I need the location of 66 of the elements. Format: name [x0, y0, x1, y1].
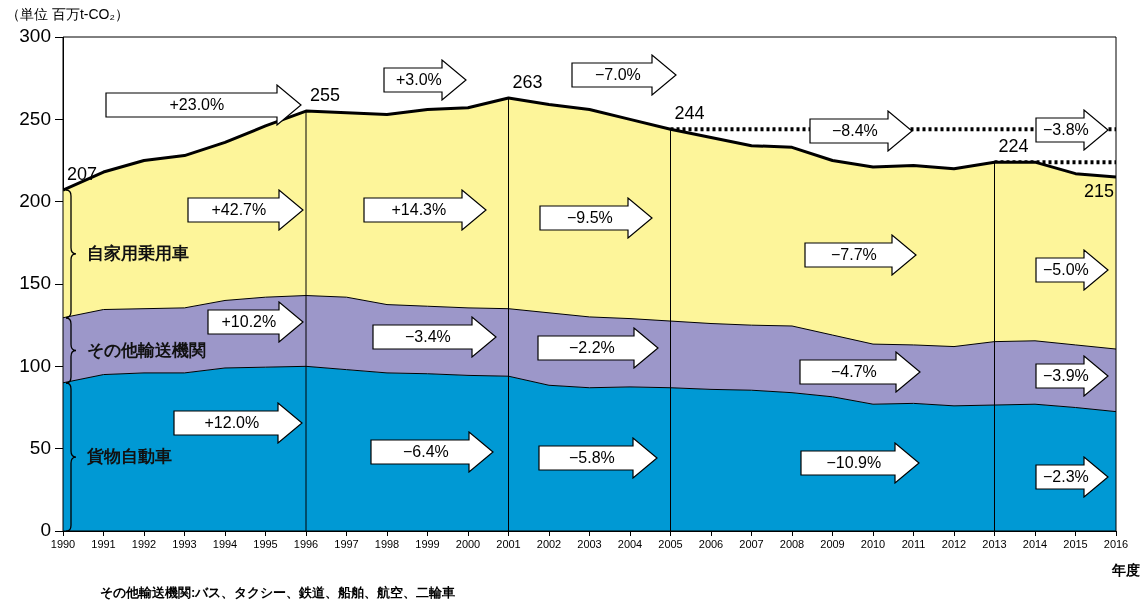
x-tick-label: 2008: [779, 537, 805, 550]
y-tick-label: 0: [40, 519, 51, 541]
total-label: 255: [310, 85, 341, 106]
y-tick-label: 300: [19, 25, 51, 47]
annotation: −10.9%: [826, 454, 882, 472]
annotation: +23.0%: [169, 96, 225, 114]
x-tick-label: 1991: [91, 537, 116, 550]
x-tick-label: 1998: [374, 537, 400, 550]
x-tick-label: 2015: [1063, 537, 1088, 550]
y-tick-label: 200: [19, 189, 51, 211]
y-tick-label: 50: [29, 436, 51, 458]
x-tick-label: 2003: [577, 537, 602, 550]
total-label: 224: [998, 136, 1029, 157]
x-tick-label: 1992: [131, 537, 157, 550]
total-label: 207: [67, 164, 98, 185]
annotation: −2.2%: [569, 339, 615, 357]
annotation: −5.8%: [569, 449, 615, 467]
annotation: +42.7%: [211, 201, 267, 219]
annotation: −7.0%: [595, 66, 641, 84]
annotation: −6.4%: [403, 443, 449, 461]
x-tick-label: 1997: [334, 537, 359, 550]
y-axis-title: （単位 百万t-CO₂）: [6, 6, 129, 24]
y-tick-label: 100: [19, 354, 51, 376]
annotation: −5.0%: [1043, 261, 1089, 279]
annotation: −3.9%: [1043, 367, 1089, 385]
x-tick-label: 1996: [293, 537, 319, 550]
x-tick-label: 2010: [860, 537, 886, 550]
annotation: +3.0%: [396, 71, 442, 89]
total-label: 263: [512, 71, 543, 92]
x-tick-label: 2007: [739, 537, 764, 550]
x-tick-label: 1990: [50, 537, 76, 550]
annotation: −2.3%: [1043, 468, 1089, 486]
x-tick-label: 2014: [1022, 537, 1048, 550]
x-axis-title: 年度: [1112, 562, 1140, 580]
annotation: −8.4%: [832, 122, 878, 140]
x-tick-label: 1994: [212, 537, 238, 550]
annotation: −9.5%: [567, 209, 613, 227]
x-tick-label: 2000: [455, 537, 481, 550]
x-tick-label: 1999: [415, 537, 440, 550]
x-tick-label: 2001: [496, 537, 521, 550]
x-tick-label: 2011: [901, 537, 926, 550]
y-tick-label: 250: [19, 107, 51, 129]
annotation: −3.8%: [1043, 121, 1089, 139]
total-label: 244: [674, 103, 705, 124]
series-label: その他輸送機関: [87, 339, 206, 362]
annotation: −4.7%: [831, 363, 877, 381]
x-tick-label: 1993: [172, 537, 197, 550]
annotation: +14.3%: [391, 201, 447, 219]
x-tick-label: 2009: [820, 537, 845, 550]
x-tick-label: 2004: [617, 537, 643, 550]
x-tick-label: 1995: [253, 537, 278, 550]
x-tick-label: 2013: [982, 537, 1007, 550]
x-tick-label: 2012: [941, 537, 967, 550]
annotation: +12.0%: [204, 414, 260, 432]
x-tick-label: 2005: [658, 537, 683, 550]
annotation: −3.4%: [405, 328, 451, 346]
text: その他輸送機関:バス、タクシー、鉄道、船舶、航空、二輪車: [100, 584, 456, 602]
annotation: +10.2%: [221, 313, 277, 331]
legend-label: 貨物自動車: [87, 446, 172, 469]
x-tick-label: 2006: [698, 537, 724, 550]
y-tick-label: 150: [19, 272, 51, 294]
x-tick-label: 2016: [1103, 537, 1129, 550]
x-tick-label: 2002: [536, 537, 562, 550]
total-label: 215: [1083, 180, 1114, 201]
series-label: 自家用乗用車: [87, 243, 189, 266]
annotation: −7.7%: [831, 246, 877, 264]
